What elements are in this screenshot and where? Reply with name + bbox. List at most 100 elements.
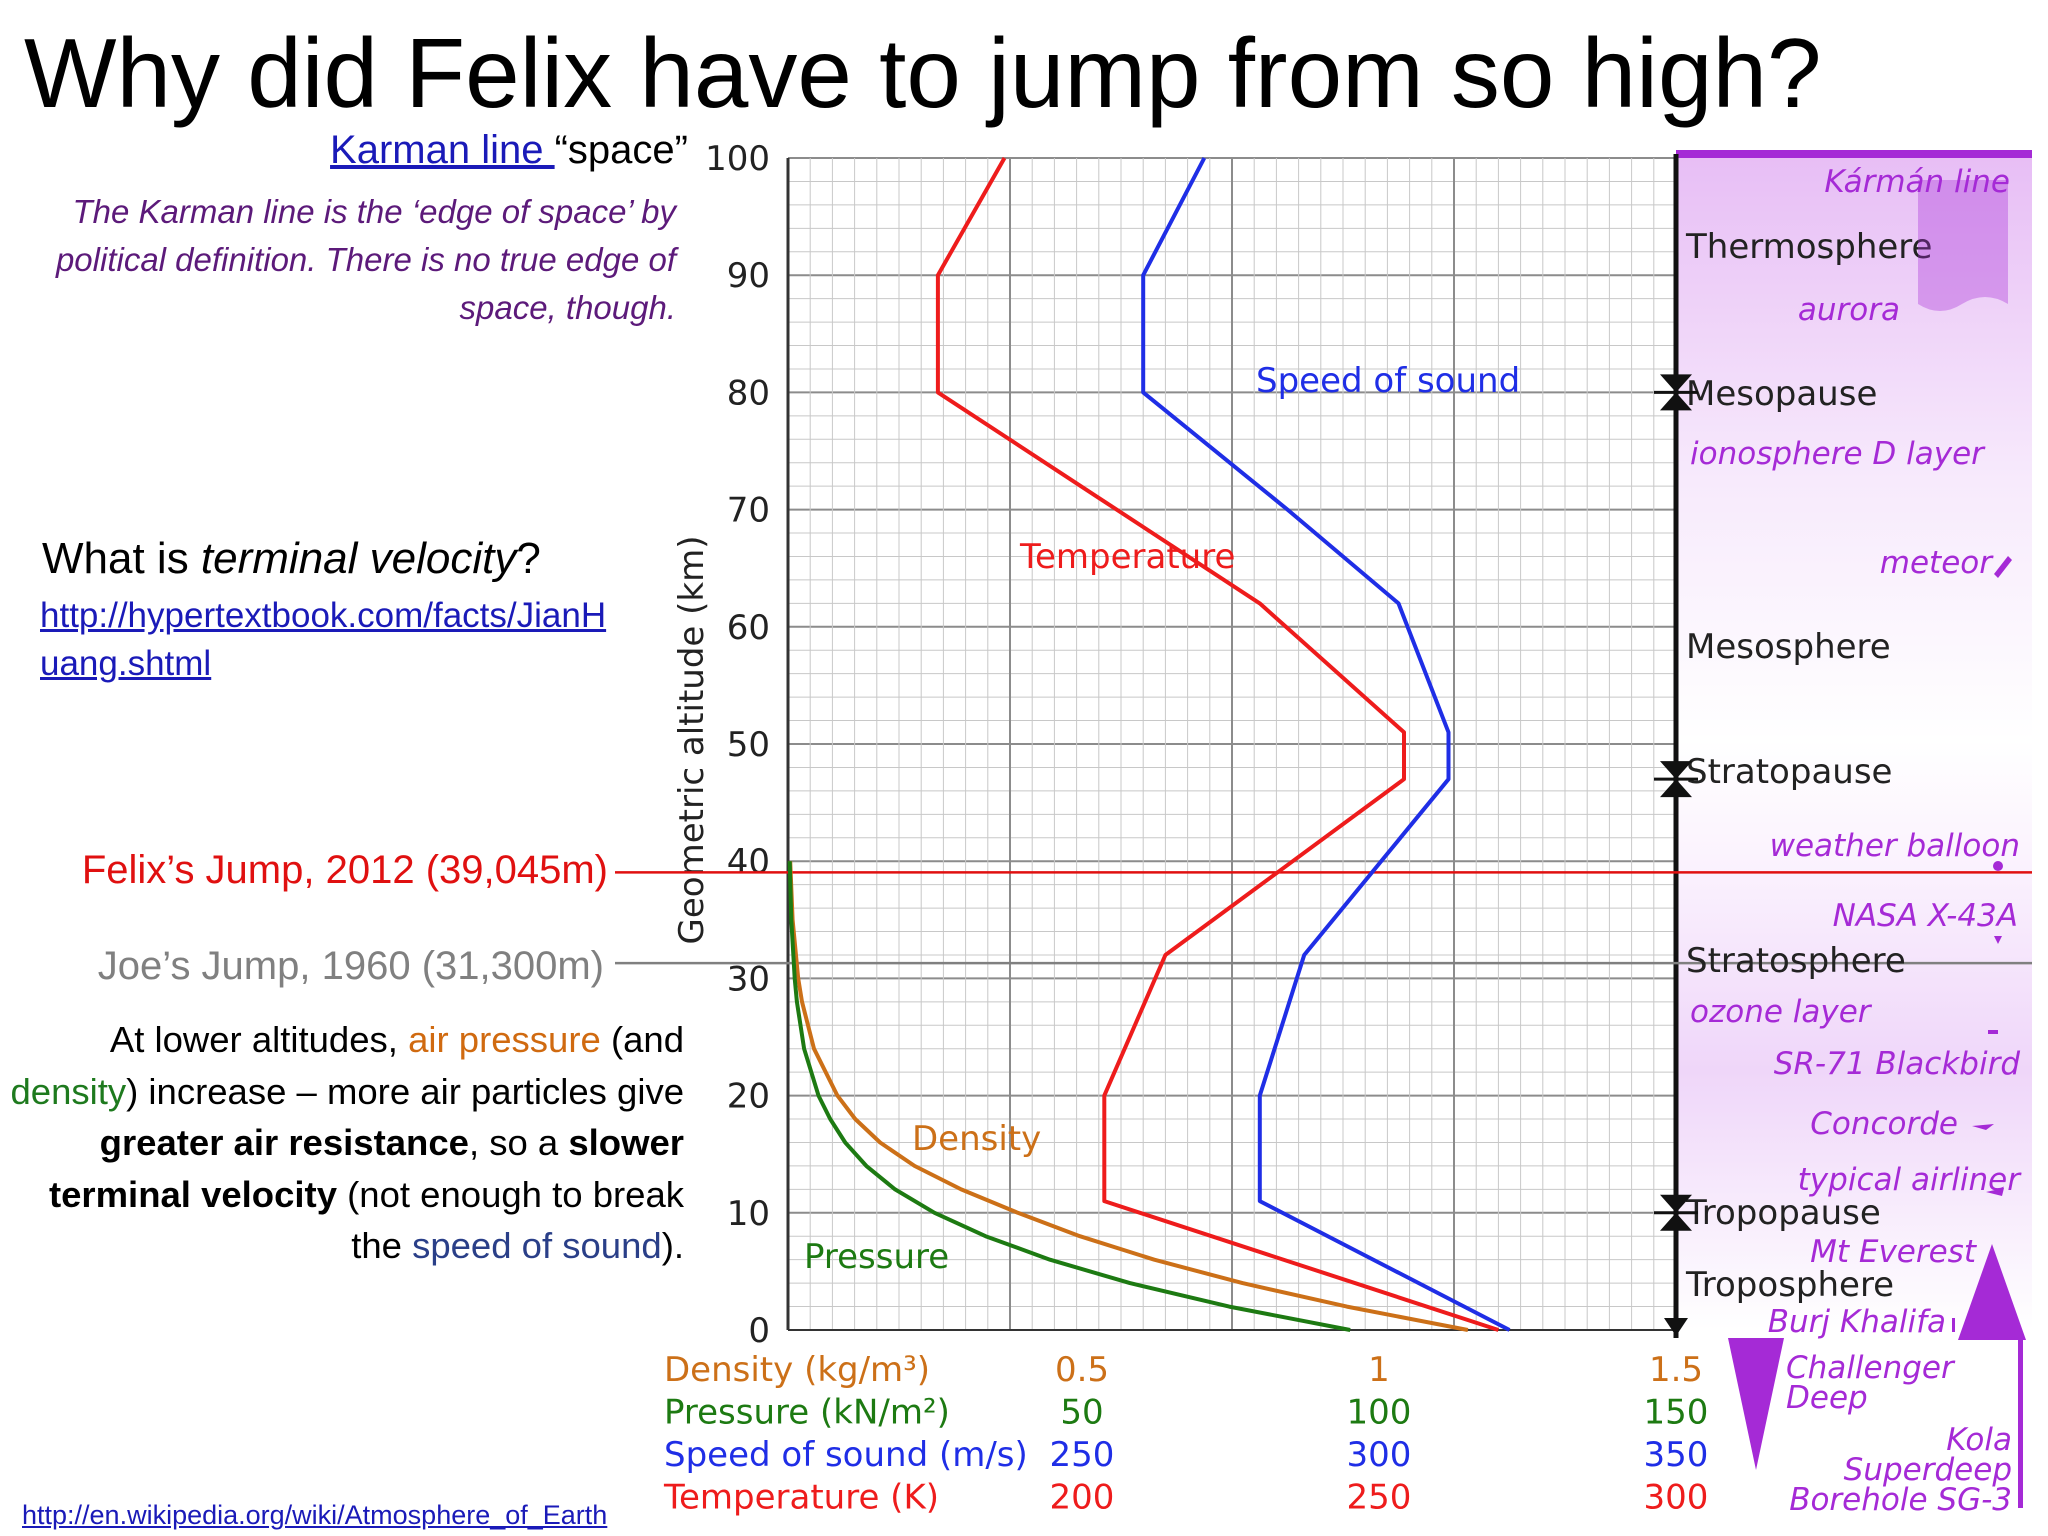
object-label: meteor <box>1880 545 1994 581</box>
para-air-pressure: air pressure <box>408 1019 601 1060</box>
y-tick-label: 70 <box>727 491 770 531</box>
atmosphere-layers: Thermosphere Mesopause Mesosphere Stratopau… <box>1654 227 1932 1336</box>
layer-label-stratosphere: Stratosphere <box>1686 941 1906 981</box>
chart-curves: Speed of sound Temperature Density Pressure <box>787 157 1520 1332</box>
object-label: NASA X-43A <box>1833 898 2018 934</box>
concorde-icon <box>1972 1124 1994 1130</box>
tv-em: terminal velocity <box>200 534 517 583</box>
y-tick-label: 20 <box>727 1077 770 1117</box>
layer-label-tropopause: Tropopause <box>1685 1193 1881 1233</box>
kola-borehole-icon <box>2018 1338 2023 1508</box>
atmosphere-band <box>1676 150 2032 1330</box>
felix-jump-label: Felix’s Jump, 2012 (39,045m) <box>81 848 608 892</box>
karman-line-link[interactable]: Karman line <box>330 128 555 172</box>
weather-balloon-icon <box>1993 861 2003 871</box>
burj-khalifa-icon <box>1952 1318 1955 1332</box>
airliner-icon <box>1986 1188 2004 1196</box>
jump-markers <box>615 871 2032 965</box>
para-greater: greater air resistance <box>99 1122 469 1163</box>
sr71-icon <box>1988 1030 1998 1034</box>
object-label: Concorde <box>1810 1106 1958 1142</box>
axis-name-pressure: Pressure (kN/m²) <box>664 1393 950 1433</box>
slide-title: Why did Felix have to jump from so high? <box>24 18 1822 128</box>
layer-label-mesopause: Mesopause <box>1686 374 1877 414</box>
aurora-icon <box>1918 180 2008 311</box>
object-label: SR-71 Blackbird <box>1774 1046 2021 1082</box>
object-label: typical airliner <box>1798 1162 2023 1198</box>
y-tick-label: 60 <box>727 608 770 648</box>
object-label: Mt Everest <box>1810 1234 1978 1270</box>
curve-label-pressure: Pressure <box>804 1237 949 1277</box>
layer-label-mesosphere: Mesosphere <box>1686 627 1891 667</box>
para-speed-of-sound: speed of sound <box>412 1225 662 1266</box>
axis-tick-pressure: 100 <box>1347 1393 1412 1433</box>
speed-of-sound-curve <box>1141 157 1511 1332</box>
y-tick-label: 50 <box>727 725 770 765</box>
layer-label-troposphere: Troposphere <box>1685 1265 1894 1305</box>
layer-label-stratopause: Stratopause <box>1686 752 1892 792</box>
y-tick-label: 40 <box>727 842 770 882</box>
joe-jump-label: Joe’s Jump, 1960 (31,300m) <box>97 944 604 988</box>
density-curve <box>788 861 1469 1332</box>
para-text-5: (not enough to break the <box>337 1173 684 1267</box>
layer-label-thermosphere: Thermosphere <box>1685 227 1932 267</box>
chart-grid: 0 10 20 30 40 50 60 70 80 90 100 Geometric altitude… <box>672 139 1679 1351</box>
object-label: Challenger Deep <box>1786 1350 1956 1416</box>
mt-everest-icon <box>1958 1244 2026 1340</box>
para-text-1: At lower altitudes, <box>109 1019 409 1060</box>
axis-tick-temperature: 250 <box>1347 1478 1412 1518</box>
y-axis-label: Geometric altitude (km) <box>672 536 712 945</box>
challenger-deep-icon <box>1728 1338 1784 1470</box>
terminal-velocity-link[interactable]: http://hypertextbook.com/facts/JianHuang… <box>40 596 607 683</box>
y-tick-label: 10 <box>727 1194 770 1234</box>
axis-tick-density: 1 <box>1368 1350 1390 1390</box>
karman-note: The Karman line is the ‘edge of space’ b… <box>55 193 676 326</box>
axis-tick-density: 0.5 <box>1055 1350 1109 1390</box>
axis-tick-speed-of-sound: 300 <box>1347 1435 1412 1475</box>
para-density: density <box>10 1070 127 1112</box>
curve-label-speed-of-sound: Speed of sound <box>1256 361 1520 401</box>
explanation-paragraph: At lower altitudes, air pressure (and de… <box>0 1014 684 1272</box>
nasa-x43a-icon <box>1994 936 2002 944</box>
para-text-4: , so a <box>468 1122 569 1163</box>
para-text-2: (and <box>600 1019 684 1060</box>
object-label: weather balloon <box>1770 828 2020 864</box>
pressure-curve <box>787 861 1351 1332</box>
temperature-curve <box>935 157 1500 1332</box>
para-slower: slower terminal velocity <box>48 1122 684 1215</box>
object-label: Burj Khalifa <box>1768 1304 1946 1340</box>
axis-tick-temperature: 200 <box>1050 1478 1115 1518</box>
y-tick-label: 90 <box>727 256 770 296</box>
object-label: Kármán line <box>1824 164 2010 200</box>
object-label: ozone layer <box>1690 994 1873 1030</box>
axis-name-density: Density (kg/m³) <box>664 1350 930 1390</box>
axis-tick-temperature: 300 <box>1644 1478 1709 1518</box>
karman-bar <box>1676 150 2032 158</box>
object-label: Kola Superdeep Borehole SG-3 <box>1789 1422 2012 1518</box>
object-label: aurora <box>1798 292 1900 328</box>
meteor-icon <box>1994 556 2012 578</box>
y-tick-label: 80 <box>727 373 770 413</box>
axis-labels: Density (kg/m³) 0.5 1 1.5 Pressure (kN/m²) 50… <box>663 1350 1708 1518</box>
para-text-6: ). <box>661 1225 684 1266</box>
source-link[interactable]: http://en.wikipedia.org/wiki/Atmosphere_… <box>22 1500 608 1530</box>
axis-tick-pressure: 150 <box>1644 1393 1709 1433</box>
karman-space-text: “space” <box>554 128 688 172</box>
tv-suffix: ? <box>516 534 541 583</box>
ground-arrow <box>1664 1318 1688 1336</box>
axis-tick-pressure: 50 <box>1060 1393 1103 1433</box>
atmosphere-objects: Kármán line aurora ionosphere D layer meteo… <box>1690 164 2026 1518</box>
y-tick-label: 0 <box>748 1311 770 1351</box>
axis-tick-speed-of-sound: 350 <box>1644 1435 1709 1475</box>
object-label: ionosphere D layer <box>1690 436 1986 472</box>
curve-label-density: Density <box>912 1119 1041 1159</box>
y-tick-label: 30 <box>727 959 770 999</box>
tv-prefix: What is <box>42 534 201 583</box>
curve-label-temperature: Temperature <box>1019 537 1235 577</box>
terminal-velocity-question: What is terminal velocity? <box>42 534 541 584</box>
karman-line-text: Karman line “space” <box>330 128 688 173</box>
axis-name-speed-of-sound: Speed of sound (m/s) <box>664 1435 1028 1475</box>
axis-name-temperature: Temperature (K) <box>663 1478 939 1518</box>
para-text-3: ) increase – more air particles give <box>126 1070 684 1112</box>
